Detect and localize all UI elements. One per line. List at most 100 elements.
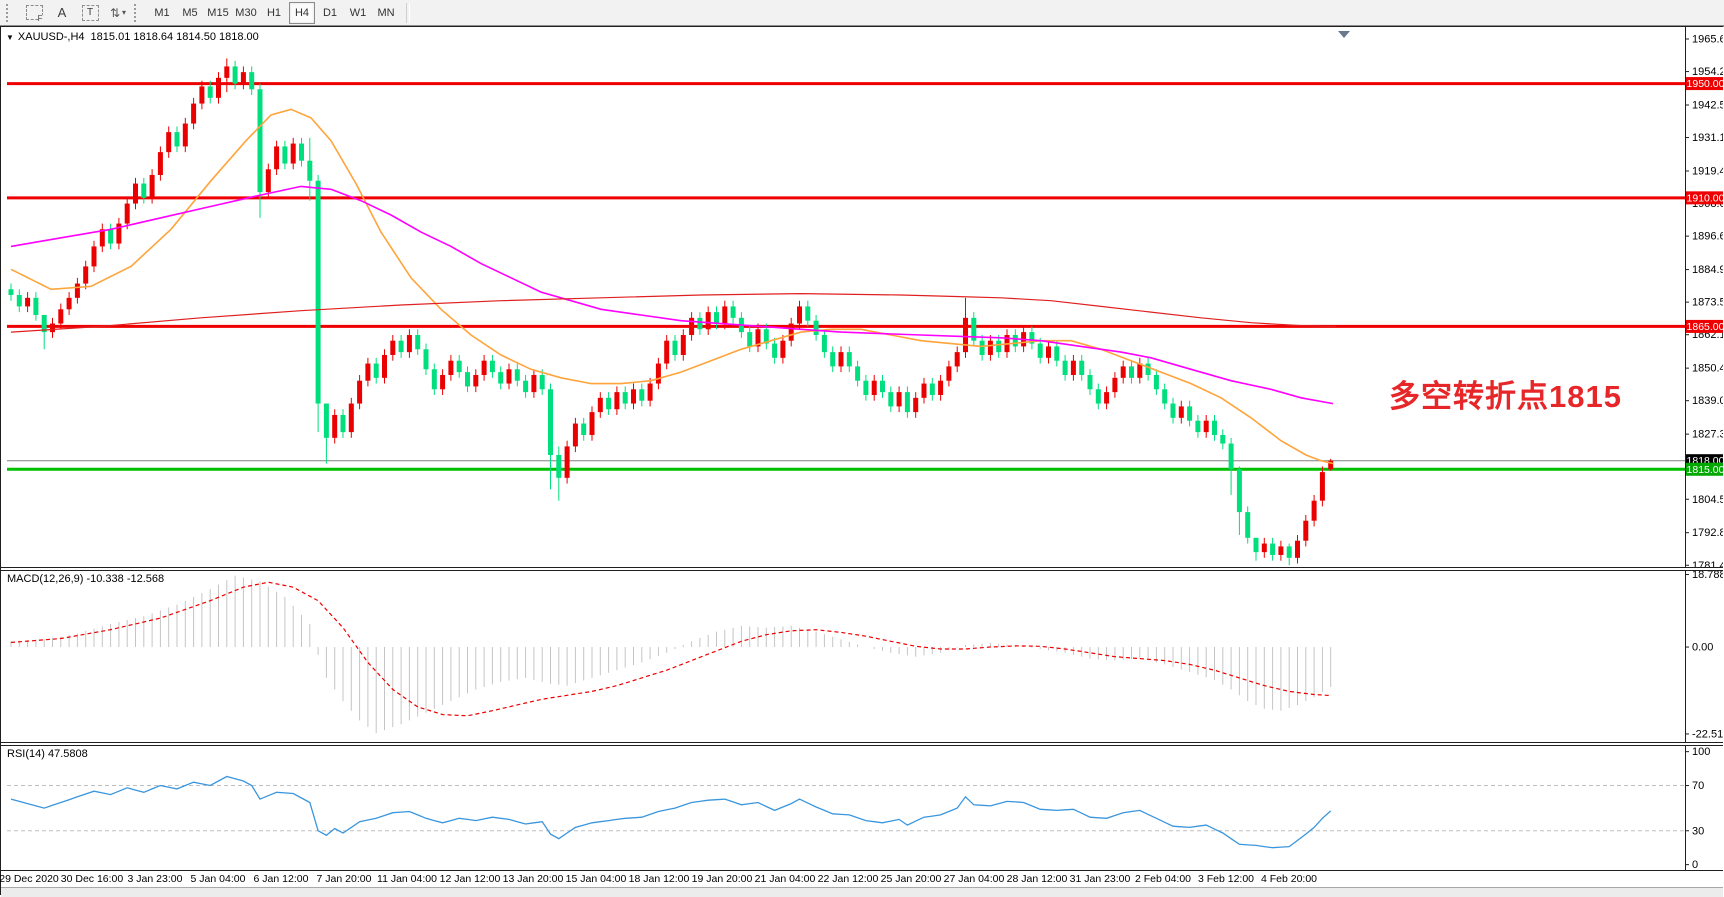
- toolbar-separator: [406, 2, 410, 23]
- price-badge: [1686, 462, 1723, 476]
- chevron-down-icon[interactable]: ▾: [122, 8, 127, 17]
- candle-body: [1253, 537, 1259, 553]
- candle-body: [572, 423, 578, 447]
- ohlc-values: 1815.01 1818.64 1814.50 1818.00: [90, 31, 259, 43]
- candle-body: [16, 294, 22, 307]
- timeframe-button-w1[interactable]: W1: [349, 6, 367, 19]
- candle-body: [149, 174, 155, 198]
- candle-body: [440, 374, 446, 390]
- time-axis-label: 18 Jan 12:00: [628, 873, 690, 885]
- candle-body: [896, 392, 902, 407]
- macd-chart-canvas[interactable]: 18.788 0.00 -22.515: [1, 571, 1723, 742]
- candle-body: [1203, 420, 1209, 433]
- price-tick-label: 1873.50: [1692, 297, 1723, 309]
- candle-body: [91, 246, 97, 267]
- candle-body: [224, 66, 230, 78]
- rsi-indicator-panel[interactable]: RSI(14) 47.5808 100 70 30 0: [1, 746, 1723, 870]
- candle-body: [489, 360, 495, 373]
- candle-body: [523, 380, 529, 393]
- candle-body: [365, 363, 371, 381]
- timeframe-button-mn[interactable]: MN: [377, 6, 395, 19]
- candle-body: [722, 306, 728, 324]
- candle-body: [191, 103, 197, 124]
- fibo-grid-tool-button[interactable]: F: [21, 2, 47, 24]
- candle-body: [1195, 420, 1201, 433]
- candle-body: [763, 329, 769, 344]
- candle-body: [1278, 546, 1284, 555]
- candle-body: [1012, 334, 1018, 347]
- candle-body: [1112, 377, 1118, 393]
- macd-tick-label: 18.788: [1692, 571, 1723, 581]
- candle-body: [8, 289, 14, 295]
- candlestick-chart-canvas[interactable]: 1965.601954.201942.501931.101919.401908.…: [1, 27, 1723, 567]
- candle-body: [813, 320, 819, 335]
- ma-red-line: [10, 292, 1337, 333]
- candle-body: [58, 309, 64, 324]
- rsi-tick-label: 100: [1692, 746, 1710, 758]
- candle-body: [323, 403, 329, 438]
- candle-body: [506, 369, 512, 384]
- candle-body: [1303, 520, 1309, 541]
- chart-text-annotation[interactable]: 多空转折点1815: [1389, 379, 1622, 414]
- candle-body: [697, 317, 703, 330]
- time-axis-label: 30 Dec 16:00: [60, 873, 124, 885]
- candle-body: [265, 169, 271, 193]
- candle-body: [1054, 346, 1060, 361]
- timeframe-button-h4[interactable]: H4: [289, 1, 315, 24]
- candle-body: [1062, 360, 1068, 375]
- macd-label: MACD(12,26,9) -10.338 -12.568: [7, 573, 165, 585]
- time-axis[interactable]: 29 Dec 2020 30 Dec 16:00 3 Jan 23:00 5 Jan …: [0, 870, 1723, 887]
- candle-body: [1153, 374, 1159, 390]
- candle-body: [1328, 460, 1334, 470]
- candle-body: [971, 317, 977, 341]
- candle-body: [838, 352, 844, 367]
- expand-arrow-icon[interactable]: ▼: [6, 32, 14, 42]
- ma-magenta-line: [10, 185, 1334, 405]
- rsi-label: RSI(14) 47.5808: [7, 748, 88, 760]
- timeframe-button-m1[interactable]: M1: [154, 6, 170, 19]
- candle-body: [357, 380, 363, 404]
- candle-body: [539, 374, 545, 390]
- timeframe-button-m30[interactable]: M30: [235, 6, 257, 19]
- candle-body: [689, 317, 695, 335]
- toolbar-grip[interactable]: [134, 3, 143, 22]
- candle-body: [805, 306, 811, 321]
- timeframe-button-m5[interactable]: M5: [182, 6, 198, 19]
- timeframe-button-h1[interactable]: H1: [266, 6, 282, 19]
- timeframe-button-d1[interactable]: D1: [322, 6, 338, 19]
- price-badge: [1686, 77, 1723, 91]
- candle-body: [1046, 346, 1051, 358]
- panel-separator[interactable]: [1, 742, 1723, 746]
- macd-indicator-panel[interactable]: MACD(12,26,9) -10.338 -12.568 18.788 0.00…: [1, 571, 1723, 742]
- time-axis-label: 13 Jan 20:00: [502, 873, 564, 885]
- text-tool-button[interactable]: T: [77, 2, 103, 24]
- candle-body: [240, 72, 246, 84]
- candle-body: [1236, 469, 1242, 513]
- status-bar: [1, 887, 1723, 897]
- candle-body: [880, 380, 885, 393]
- rsi-chart-canvas[interactable]: 100 70 30 0: [1, 746, 1723, 870]
- time-axis-label: 7 Jan 20:00: [316, 873, 372, 885]
- time-axis-label: 6 Jan 12:00: [253, 873, 309, 885]
- candle-body: [141, 183, 147, 198]
- price-chart-panel[interactable]: ▼ XAUUSD-,H4 1815.01 1818.64 1814.50 181…: [1, 27, 1723, 567]
- time-axis-label: 29 Dec 2020: [0, 873, 59, 885]
- candle-body: [639, 389, 645, 401]
- candle-body: [1245, 512, 1251, 538]
- toolbar-grip[interactable]: [6, 3, 15, 22]
- price-tick-label: 1792.80: [1692, 527, 1723, 539]
- candle-body: [74, 283, 80, 298]
- candle-body: [1311, 500, 1317, 521]
- candle-body: [1104, 392, 1110, 404]
- timeframe-button-m15[interactable]: M15: [207, 6, 229, 19]
- candle-body: [41, 314, 47, 333]
- price-badge-label: 1950.00: [1687, 78, 1723, 90]
- label-tool-button[interactable]: A: [49, 2, 75, 24]
- arrows-tool-button[interactable]: ⇅ ▾: [105, 2, 131, 24]
- candle-body: [589, 412, 595, 435]
- panel-separator[interactable]: [1, 567, 1723, 571]
- candle-body: [821, 334, 827, 353]
- rsi-tick-label: 70: [1692, 780, 1704, 792]
- candle-body: [382, 354, 387, 378]
- rsi-tick-label: 30: [1692, 825, 1704, 837]
